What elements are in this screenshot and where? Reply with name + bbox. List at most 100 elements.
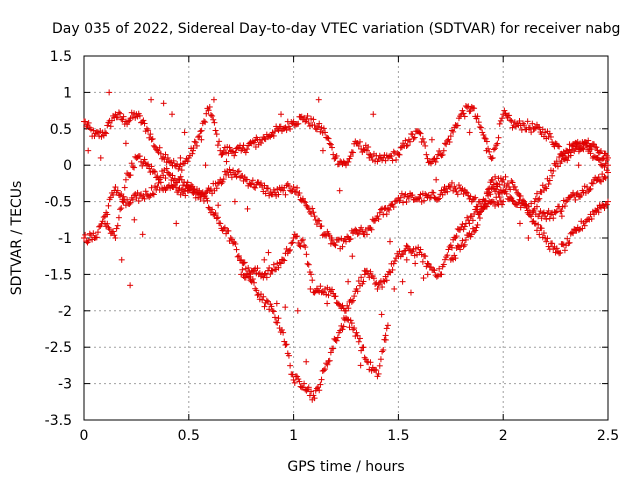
data-point: [106, 89, 113, 96]
data-point: [183, 155, 190, 162]
data-point: [400, 251, 407, 258]
data-point: [82, 118, 89, 125]
data-point: [384, 322, 391, 329]
data-point: [320, 367, 327, 374]
y-tick-label: 0.5: [50, 122, 72, 138]
data-point: [302, 199, 309, 206]
data-point: [544, 235, 551, 242]
data-point: [419, 135, 426, 142]
data-point: [316, 120, 323, 127]
data-point: [232, 240, 239, 247]
data-point: [252, 184, 259, 191]
data-point: [441, 184, 448, 191]
data-point: [220, 176, 227, 183]
data-point: [509, 197, 516, 204]
data-point: [386, 268, 393, 275]
data-point: [447, 133, 454, 140]
data-point: [204, 187, 211, 194]
data-point: [497, 197, 504, 204]
data-point: [209, 112, 216, 119]
data-point: [367, 359, 374, 366]
data-point: [434, 272, 441, 279]
data-point: [182, 192, 189, 199]
data-point: [122, 140, 129, 147]
data-point: [462, 189, 469, 196]
data-point: [453, 233, 460, 240]
data-point: [305, 261, 312, 268]
data-point: [324, 134, 331, 141]
data-point: [207, 111, 214, 118]
data-point: [267, 271, 274, 278]
data-point: [191, 138, 198, 145]
data-point: [486, 148, 493, 155]
data-point: [315, 123, 322, 130]
data-point: [150, 168, 157, 175]
data-point: [567, 149, 574, 156]
data-point: [482, 200, 489, 207]
data-point: [219, 151, 226, 158]
data-point: [139, 162, 146, 169]
data-point: [587, 150, 594, 157]
data-point: [157, 150, 164, 157]
data-point: [492, 173, 499, 180]
data-point: [554, 142, 561, 149]
data-point: [305, 120, 312, 127]
data-point: [269, 307, 276, 314]
data-point: [320, 125, 327, 132]
data-point: [407, 138, 414, 145]
data-point: [246, 140, 253, 147]
data-point: [141, 156, 148, 163]
data-point: [508, 118, 515, 125]
data-point: [212, 210, 219, 217]
data-point: [444, 188, 451, 195]
data-point: [244, 176, 251, 183]
data-point: [400, 199, 407, 206]
data-point: [469, 217, 476, 224]
data-point: [464, 189, 471, 196]
data-point: [254, 265, 261, 272]
data-point: [310, 392, 317, 399]
data-point: [309, 277, 316, 284]
data-point: [494, 140, 501, 147]
data-point: [362, 356, 369, 363]
data-point: [261, 182, 268, 189]
data-point: [339, 326, 346, 333]
data-point: [212, 127, 219, 134]
data-point: [565, 240, 572, 247]
data-point: [330, 151, 337, 158]
data-point: [287, 125, 294, 132]
data-point: [246, 180, 253, 187]
y-tick-label: -3.5: [45, 413, 72, 429]
data-point: [282, 191, 289, 198]
data-point: [307, 285, 314, 292]
data-point: [160, 100, 167, 107]
data-point: [268, 191, 275, 198]
data-point: [383, 211, 390, 218]
data-point: [526, 124, 533, 131]
data-point: [558, 208, 565, 215]
data-point: [466, 129, 473, 136]
data-point: [235, 252, 242, 259]
data-point: [316, 217, 323, 224]
data-point: [326, 140, 333, 147]
data-point: [589, 180, 596, 187]
data-point: [358, 274, 365, 281]
data-point: [261, 256, 268, 263]
data-point: [163, 165, 170, 172]
data-point: [357, 362, 364, 369]
data-point: [139, 231, 146, 238]
data-point: [438, 271, 445, 278]
data-point: [499, 201, 506, 208]
data-point: [571, 192, 578, 199]
data-point: [501, 107, 508, 114]
data-point: [486, 189, 493, 196]
data-point: [120, 113, 127, 120]
data-point: [519, 120, 526, 127]
data-point: [530, 207, 537, 214]
data-point: [136, 112, 143, 119]
data-point: [417, 246, 424, 253]
data-point: [197, 128, 204, 135]
data-point: [592, 207, 599, 214]
data-point: [441, 256, 448, 263]
